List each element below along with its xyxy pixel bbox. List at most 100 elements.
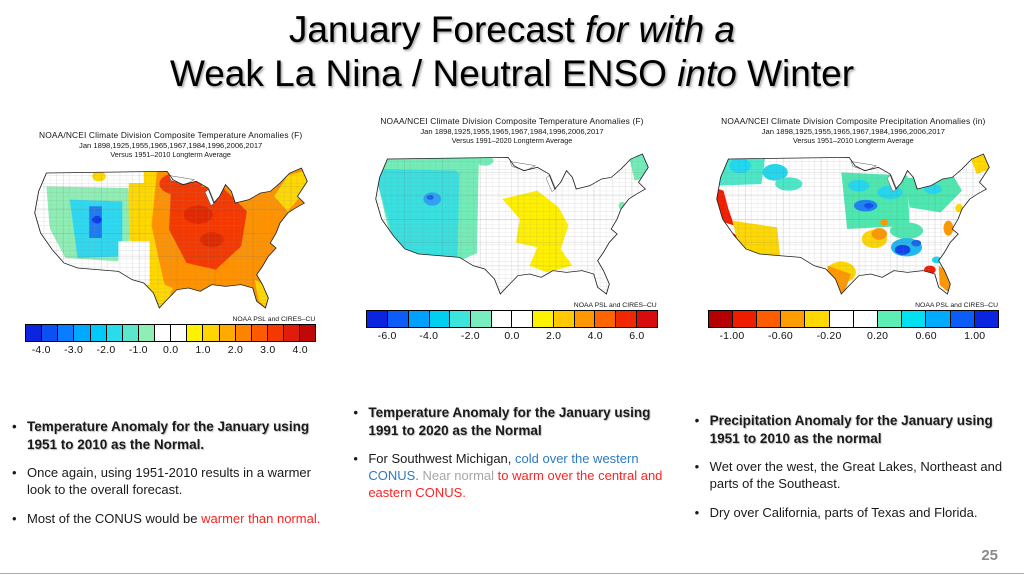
colorbar-cell: [267, 324, 284, 341]
map-section: NOAA/NCEI Climate Division Composite Tem…: [341, 116, 682, 404]
colorbar-cell: [106, 324, 123, 341]
colorbar-cell: [429, 310, 451, 327]
text-run: Near normal: [422, 467, 498, 483]
bullet-item: • Most of the CONUS would be warmer than …: [12, 511, 333, 528]
text-run: Once again, using 1951-2010 results in a…: [27, 465, 311, 497]
colorbar-cell: [974, 310, 998, 327]
map-header-line2: Jan 1898,1925,1955,1965,1967,1984,1996,2…: [79, 140, 263, 150]
colorbar-tick: 2.0: [546, 329, 562, 342]
colorbar-ticks: -6.0 -4.0 -2.0 0.0 2.0 4.0 6.0: [366, 330, 657, 344]
colorbar-tick: -4.0: [31, 343, 51, 356]
bullet-marker: •: [12, 510, 17, 526]
lake-michigan: [204, 188, 215, 206]
colorbar-cell: [853, 310, 878, 327]
bullet-marker: •: [12, 465, 17, 481]
colorbar-tick: -4.0: [419, 329, 439, 342]
text-run: warmer than normal.: [201, 510, 321, 526]
colorbar-tick: 1.0: [195, 343, 211, 356]
colorbar-tick: -3.0: [64, 343, 83, 356]
colorbar-cell: [781, 310, 806, 327]
bullet-item: • Temperature Anomaly for the January usi…: [353, 404, 674, 439]
colorbar-cell: [636, 310, 657, 327]
text-run: to warm over the central and eastern CON…: [368, 467, 663, 500]
colorbar-tick: -1.0: [128, 343, 148, 356]
colorbar-tick: 3.0: [260, 343, 276, 356]
colorbar-cell: [388, 310, 409, 327]
bullet-marker: •: [694, 504, 700, 520]
colorbar-tick: -1.00: [719, 329, 745, 342]
colorbar-tick: -0.60: [768, 329, 793, 342]
colorbar-cell: [732, 310, 758, 327]
map-header-line2: Jan 1898,1925,1955,1965,1967,1984,1996,2…: [761, 126, 945, 136]
colorbar-cell: [408, 310, 430, 327]
bullet-marker: •: [12, 419, 17, 434]
bullet-item: • Once again, using 1951-2010 results in …: [12, 465, 333, 499]
map-section: NOAA/NCEI Climate Division Composite Tem…: [0, 130, 341, 418]
colorbar-tick: 4.0: [587, 329, 603, 342]
colorbar-cell: [512, 310, 534, 327]
text-run: Dry over California, parts of Texas and …: [709, 504, 978, 520]
colorbar-tick: 4.0: [292, 343, 308, 356]
colorbar-cell: [90, 324, 107, 341]
map-header-line3: Versus 1951–2010 Longterm Average: [110, 150, 231, 160]
map-header: NOAA/NCEI Climate Division Composite Pre…: [683, 116, 1024, 146]
lake-michigan: [887, 174, 898, 192]
text-run: For Southwest Michigan,: [368, 451, 516, 467]
lake-superior: [509, 160, 537, 171]
colorbar-cell: [300, 324, 316, 341]
colorbar: [366, 309, 658, 328]
panel-precip-1951-2010: NOAA/NCEI Climate Division Composite Pre…: [683, 116, 1024, 540]
text-run: Weak La Nina / Neutral ENSO: [169, 53, 678, 95]
colorbar-cell: [58, 324, 75, 341]
slide-bottom-border: [0, 573, 1024, 574]
map-section: NOAA/NCEI Climate Division Composite Pre…: [683, 116, 1024, 404]
text-run: January Forecast: [288, 9, 585, 50]
map-header-line1: NOAA/NCEI Climate Division Composite Pre…: [721, 116, 986, 126]
map-header: NOAA/NCEI Climate Division Composite Tem…: [341, 116, 682, 146]
colorbar-tick: 0.0: [504, 329, 520, 342]
colorbar-cell: [155, 324, 172, 341]
text-run: Most of the CONUS would be: [27, 510, 202, 526]
map-header-line2: Jan 1898,1925,1955,1965,1967,1984,1996,2…: [420, 126, 604, 136]
bullet-item: • Precipitation Anomaly for the January u…: [695, 412, 1016, 447]
colorbar-tick: -0.20: [816, 329, 842, 342]
colorbar-cell: [26, 324, 43, 341]
colorbar-tick: 0.0: [163, 343, 179, 356]
bullet-list: • Temperature Anomaly for the January usi…: [341, 404, 682, 502]
colorbar-cell: [574, 310, 596, 327]
bullet-marker: •: [353, 405, 359, 420]
colorbar-tick: 2.0: [227, 343, 243, 356]
text-run: Precipitation Anomaly for the January us…: [709, 413, 993, 446]
colorbar-tick: 1.00: [964, 329, 986, 342]
colorbar: [707, 309, 999, 328]
map-header-line3: Versus 1951–2010 Longterm Average: [793, 136, 914, 146]
colorbar-ticks: -4.0 -3.0 -2.0 -1.0 0.0 1.0 2.0 3.0 4.0: [25, 344, 316, 358]
colorbar-cell: [138, 324, 155, 341]
us-map-temperature-anomaly-1951-2010: [33, 167, 308, 309]
colorbar-cell: [187, 324, 204, 341]
panel-row: NOAA/NCEI Climate Division Composite Tem…: [0, 116, 1024, 540]
text-run: for with a: [585, 9, 736, 50]
colorbar-cell: [251, 324, 268, 341]
colorbar-cell: [235, 324, 252, 341]
bullet-item: • For Southwest Michigan, cold over the w…: [353, 451, 674, 502]
colorbar-cell: [122, 324, 139, 341]
text-run: Winter: [736, 53, 855, 95]
text-run: Wet over the west, the Great Lakes, Nort…: [709, 459, 1003, 491]
panel-temp-1991-2020: NOAA/NCEI Climate Division Composite Tem…: [341, 116, 682, 540]
colorbar-tick: -2.0: [460, 329, 480, 342]
map-credit: NOAA PSL and CIRES–CU: [232, 315, 316, 323]
bullet-marker: •: [353, 451, 358, 467]
map-header-line1: NOAA/NCEI Climate Division Composite Tem…: [39, 130, 303, 140]
bullet-marker: •: [694, 459, 700, 475]
colorbar-cell: [926, 310, 951, 327]
bullet-marker: •: [694, 413, 700, 428]
colorbar-cell: [284, 324, 301, 341]
colorbar-tick: 6.0: [629, 329, 645, 342]
colorbar-cell: [708, 310, 733, 327]
colorbar-cell: [219, 324, 236, 341]
colorbar-cell: [450, 310, 471, 327]
colorbar-cell: [471, 310, 492, 327]
colorbar-cell: [171, 324, 188, 341]
